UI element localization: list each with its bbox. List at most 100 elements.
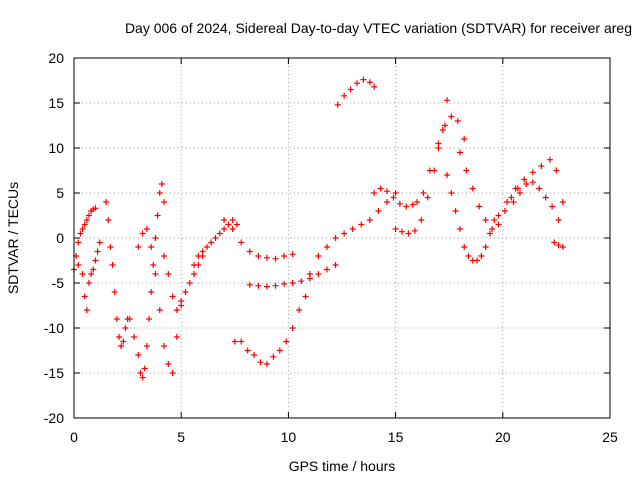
data-point (137, 370, 144, 376)
data-point (392, 190, 399, 196)
x-tick-label: 10 (281, 429, 297, 445)
data-point (399, 228, 406, 235)
data-point (143, 343, 150, 349)
data-point (418, 217, 425, 223)
grid-lines (74, 58, 610, 418)
data-point (83, 307, 90, 313)
data-point (86, 212, 93, 219)
data-point (182, 289, 189, 295)
data-point (384, 199, 391, 205)
data-point (559, 199, 566, 205)
data-point (289, 251, 296, 258)
data-point (221, 226, 228, 232)
data-point (478, 253, 485, 259)
data-point (154, 212, 161, 219)
data-point (139, 374, 146, 381)
data-point (323, 266, 330, 273)
data-point (463, 167, 470, 174)
data-point (238, 338, 245, 345)
data-point (246, 281, 253, 288)
data-point (126, 316, 133, 322)
data-point (456, 226, 463, 232)
data-point (156, 307, 163, 313)
data-point (257, 359, 264, 366)
data-point (296, 307, 303, 313)
data-point (289, 325, 296, 331)
data-point (169, 370, 176, 376)
data-point (444, 172, 451, 178)
data-point (411, 227, 418, 234)
data-point (523, 181, 530, 187)
data-point (302, 293, 309, 300)
data-point (135, 352, 142, 358)
data-point (454, 118, 461, 124)
data-point (263, 254, 270, 261)
data-point (225, 221, 232, 228)
data-point (315, 253, 322, 259)
data-point (465, 253, 472, 259)
series-arc-9 (231, 293, 309, 367)
data-point (332, 262, 339, 268)
data-point (405, 230, 412, 237)
data-point (109, 262, 116, 268)
data-point (94, 248, 101, 255)
chart-title: Day 006 of 2024, Sidereal Day-to-day VTE… (125, 20, 632, 36)
series-arc-15 (444, 172, 498, 264)
data-point (90, 266, 97, 273)
data-point (414, 199, 421, 205)
data-point (231, 338, 238, 345)
data-point (212, 235, 219, 241)
data-point (92, 205, 99, 212)
data-point (270, 353, 277, 360)
data-point (482, 217, 489, 223)
data-point (529, 169, 536, 176)
data-point (555, 217, 562, 223)
data-point (272, 282, 279, 289)
y-axis-label: SDTVAR / TECUs (5, 182, 21, 294)
y-tick-label: 10 (48, 140, 64, 156)
data-point (392, 226, 399, 232)
data-point (491, 217, 498, 223)
data-point (165, 361, 172, 367)
data-point (143, 226, 150, 232)
series-arc-1 (71, 205, 99, 273)
data-point (161, 343, 168, 349)
data-point (272, 255, 279, 262)
data-point (199, 248, 206, 255)
data-point (371, 190, 378, 196)
data-point (448, 113, 455, 120)
y-tick-label: -5 (52, 275, 65, 291)
data-point (111, 289, 118, 295)
series-arc-4 (126, 181, 168, 381)
x-axis-label: GPS time / hours (289, 458, 396, 474)
data-point (469, 185, 476, 192)
data-point (81, 221, 88, 228)
data-point (148, 289, 155, 295)
data-point (246, 248, 253, 255)
data-point (107, 244, 114, 250)
data-point (366, 217, 373, 223)
data-point (229, 217, 236, 223)
data-point (263, 361, 270, 367)
data-point (289, 280, 296, 286)
data-point (263, 283, 270, 290)
axis-ticks (73, 57, 611, 419)
data-point (476, 203, 483, 210)
data-point (551, 239, 558, 246)
data-point (536, 185, 543, 192)
data-point (173, 334, 180, 340)
data-point (461, 136, 468, 142)
data-point (396, 200, 403, 207)
data-point (495, 221, 502, 228)
series-arc-8 (221, 217, 296, 262)
data-point (173, 307, 180, 313)
data-point (255, 253, 262, 259)
data-point (75, 262, 82, 268)
x-tick-label: 15 (388, 429, 404, 445)
data-point (135, 244, 142, 250)
data-point (208, 239, 215, 246)
series-arc-2 (75, 239, 103, 313)
data-point (79, 226, 86, 232)
data-point (435, 145, 442, 151)
data-point (486, 230, 493, 237)
